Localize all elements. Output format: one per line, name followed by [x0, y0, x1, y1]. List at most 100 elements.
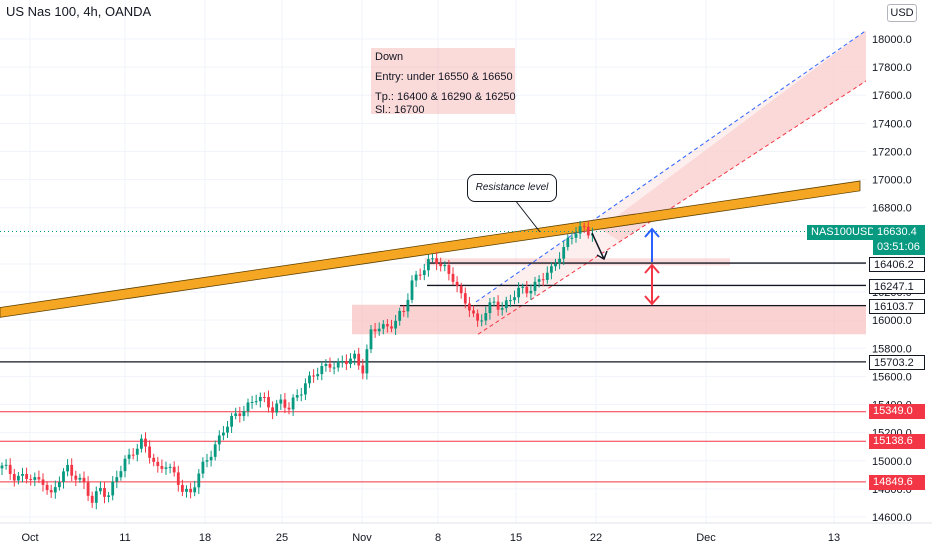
candle-body: [164, 467, 168, 469]
candle-body: [427, 259, 430, 271]
candle-body: [12, 473, 16, 481]
candle-body: [17, 475, 20, 481]
candle-body: [176, 472, 180, 485]
candle-body: [131, 454, 135, 456]
candle-body: [217, 435, 221, 445]
candle-body: [435, 258, 438, 264]
candle-body: [123, 458, 127, 472]
candle-body: [406, 299, 410, 312]
candle-body: [377, 328, 381, 332]
candle-body: [369, 329, 373, 350]
red-arrow-head-down: [644, 295, 660, 306]
candle-body: [373, 329, 377, 332]
candle-body: [107, 495, 110, 497]
price-tick-label: 15600.0: [872, 371, 912, 383]
candle-body: [480, 320, 484, 322]
candle-body: [566, 237, 570, 248]
candle-body: [0, 465, 4, 469]
candle-body: [99, 487, 102, 492]
candle-body: [86, 482, 90, 496]
candle-body: [37, 477, 41, 480]
candle-body: [287, 407, 291, 410]
candle-body: [324, 363, 328, 366]
candle-body: [238, 413, 242, 417]
candle-body: [582, 226, 586, 228]
candle-body: [443, 265, 447, 267]
candle-body: [488, 302, 492, 314]
blue-arrow-head: [644, 227, 660, 238]
candle-body: [550, 266, 553, 273]
black-arrow-head: [596, 250, 608, 261]
price-tick-label: 14600.0: [872, 512, 912, 524]
note-stoploss: Sl.: 16700: [375, 104, 425, 116]
candle-body: [410, 280, 414, 300]
candle-body: [172, 466, 176, 473]
support-zone: [352, 304, 866, 335]
candle-body: [521, 286, 525, 288]
candle-body: [94, 491, 98, 503]
candle-body: [484, 313, 488, 321]
candle-body: [562, 247, 566, 259]
candle-body: [439, 263, 443, 267]
time-tick-label: 18: [199, 532, 211, 544]
candle-body: [447, 265, 451, 274]
candle-body: [82, 477, 86, 483]
candle-body: [115, 477, 119, 482]
price-tick-label: 17800.0: [872, 62, 912, 74]
candle-body: [414, 274, 418, 281]
resistance-callout[interactable]: Resistance level: [467, 174, 557, 202]
candle-body: [140, 438, 143, 449]
currency-button[interactable]: USD: [887, 4, 917, 22]
candle-body: [160, 466, 164, 469]
candle-body: [517, 287, 520, 298]
candle-body: [119, 471, 123, 478]
level-tag-16247: 16247.1: [869, 279, 925, 294]
price-tick-label: 17600.0: [872, 90, 912, 102]
price-tick-label: 17000.0: [872, 175, 912, 187]
candle-body: [541, 279, 545, 281]
candle-body: [455, 281, 459, 286]
trade-note[interactable]: Down Entry: under 16550 & 16650 Tp.: 164…: [371, 48, 516, 116]
candle-body: [90, 495, 94, 503]
candle-body: [537, 279, 541, 282]
price-tick-label: 16000.0: [872, 315, 912, 327]
candle-body: [283, 399, 287, 408]
candle-body: [386, 324, 389, 327]
candle-body: [578, 226, 582, 234]
level-tag-16103: 16103.7: [869, 299, 925, 314]
candle-body: [459, 285, 463, 294]
red-arrow-head-up: [644, 263, 660, 274]
candle-body: [472, 310, 475, 314]
candle-body: [320, 365, 324, 375]
candle-body: [201, 461, 205, 474]
time-tick-label: 8: [435, 532, 441, 544]
price-tick-label: 17200.0: [872, 146, 912, 158]
candle-body: [500, 308, 504, 310]
level-tag-15703: 15703.2: [869, 355, 925, 370]
time-tick-label: 22: [590, 532, 602, 544]
candle-body: [451, 273, 455, 282]
level-tag-15349: 15349.0: [869, 404, 925, 419]
target-arrows: [591, 227, 660, 306]
candle-body: [197, 473, 201, 488]
time-tick-label: 13: [828, 532, 840, 544]
time-tick-label: 11: [119, 532, 130, 544]
level-tag-16406: 16406.2: [869, 257, 925, 272]
price-tick-label: 16800.0: [872, 203, 912, 215]
candle-body: [554, 263, 557, 267]
candle-body: [111, 481, 115, 496]
candle-body: [8, 464, 12, 474]
candle-body: [353, 353, 356, 359]
price-tick-label: 15000.0: [872, 456, 912, 468]
candle-body: [148, 446, 151, 458]
candle-body: [299, 394, 303, 396]
symbol-title: US Nas 100, 4h, OANDA: [6, 4, 152, 19]
candle-body: [316, 374, 320, 377]
candle-body: [431, 258, 434, 260]
note-targets: Tp.: 16400 & 16290 & 16250: [375, 91, 516, 103]
candle-body: [152, 457, 156, 462]
candle-body: [295, 395, 299, 398]
candle-body: [570, 237, 574, 239]
time-tick-label: Oct: [21, 532, 38, 544]
